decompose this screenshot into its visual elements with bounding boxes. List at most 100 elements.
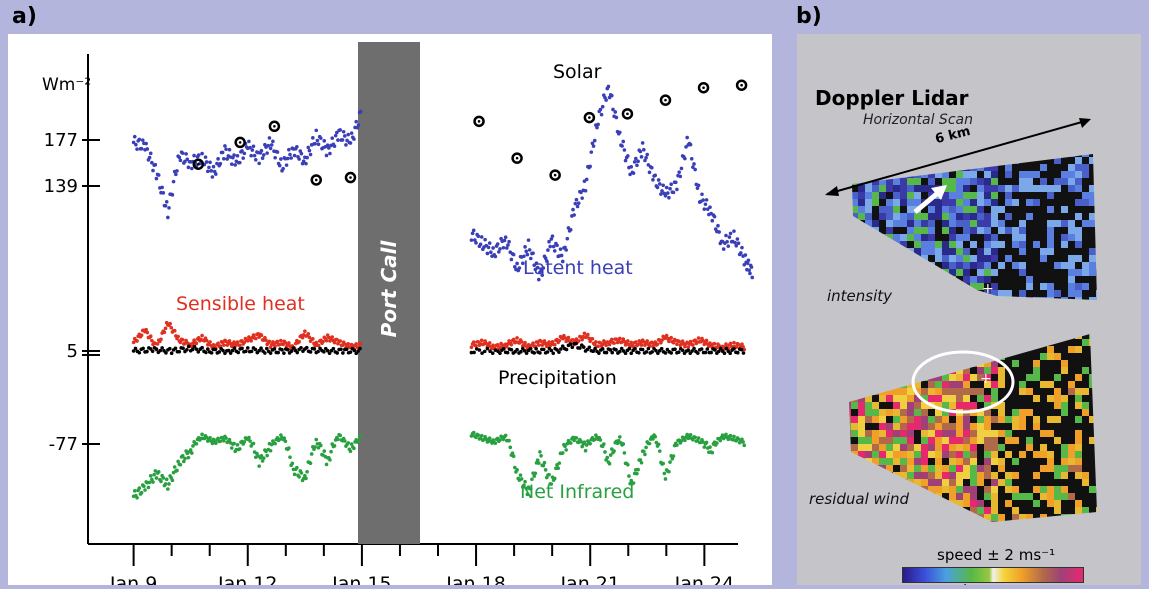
lidar-cell (872, 262, 879, 269)
lidar-cell (907, 276, 914, 283)
lidar-cell (865, 129, 872, 136)
data-point (174, 347, 178, 351)
lidar-cell (1061, 101, 1068, 108)
lidar-cell (970, 535, 977, 542)
lidar-cell (928, 262, 935, 269)
lidar-cell (984, 150, 991, 157)
lidar-cell (1019, 332, 1026, 339)
data-point (601, 347, 605, 351)
lidar-cell (1089, 220, 1096, 227)
lidar-cell (1012, 535, 1019, 542)
lidar-cell (865, 164, 872, 171)
lidar-cell (914, 339, 921, 346)
data-point (589, 150, 593, 154)
lidar-cell (1019, 248, 1026, 255)
lidar-cell (1082, 528, 1089, 535)
lidar-cell (1075, 136, 1082, 143)
solar-point-center (626, 113, 629, 116)
lidar-cell (991, 213, 998, 220)
lidar-cell (872, 367, 879, 374)
lidar-cell (963, 269, 970, 276)
lidar-cell (900, 178, 907, 185)
data-point (620, 144, 624, 148)
lidar-cell (1075, 276, 1082, 283)
lidar-cell (844, 255, 851, 262)
data-point (190, 167, 194, 171)
lidar-cell (1103, 535, 1110, 542)
lidar-cell (1068, 129, 1075, 136)
data-point (494, 255, 498, 259)
lidar-cell (1054, 164, 1061, 171)
data-point (610, 338, 614, 342)
lidar-cell (1096, 297, 1103, 304)
lidar-cell (1033, 290, 1040, 297)
data-point (317, 142, 321, 146)
lidar-cell (956, 535, 963, 542)
data-point (621, 442, 625, 446)
series-label: Sensible heat (176, 293, 305, 315)
lidar-cell (1033, 213, 1040, 220)
lidar-cell (921, 241, 928, 248)
data-point (583, 440, 587, 444)
lidar-cell (844, 171, 851, 178)
lidar-cell (921, 234, 928, 241)
data-point (232, 442, 236, 446)
lidar-cell (886, 136, 893, 143)
lidar-cell (886, 164, 893, 171)
lidar-cell (844, 360, 851, 367)
lidar-cell (1019, 157, 1026, 164)
lidar-cell (1089, 276, 1096, 283)
lidar-cell (921, 248, 928, 255)
lidar-cell (1040, 213, 1047, 220)
lidar-cell (921, 220, 928, 227)
lidar-cell (970, 157, 977, 164)
lidar-cell (1019, 255, 1026, 262)
data-point (146, 331, 150, 335)
lidar-cell (1054, 101, 1061, 108)
lidar-cell (914, 311, 921, 318)
lidar-cell (872, 136, 879, 143)
lidar-cell (928, 234, 935, 241)
lidar-cell (963, 528, 970, 535)
lidar-cell (991, 346, 998, 353)
data-point (732, 341, 736, 345)
lidar-cell (886, 241, 893, 248)
lidar-cell (1089, 94, 1096, 101)
data-point (478, 348, 482, 352)
lidar-cell (1012, 164, 1019, 171)
lidar-cell (991, 304, 998, 311)
lidar-cell (949, 150, 956, 157)
data-point (338, 434, 342, 438)
lidar-cell (886, 220, 893, 227)
lidar-cell (977, 227, 984, 234)
lidar-cell (942, 339, 949, 346)
lidar-cell (872, 507, 879, 514)
data-point (664, 477, 668, 481)
lidar-cell (1019, 129, 1026, 136)
lidar-cell (1103, 101, 1110, 108)
lidar-cell (900, 129, 907, 136)
lidar-cell (935, 332, 942, 339)
lidar-cell (893, 381, 900, 388)
lidar-cell (914, 157, 921, 164)
lidar-cell (837, 416, 844, 423)
data-point (470, 345, 474, 349)
lidar-cell (921, 143, 928, 150)
lidar-cell (998, 521, 1005, 528)
lidar-cell (991, 101, 998, 108)
lidar-cell (1068, 304, 1075, 311)
data-point (741, 440, 745, 444)
lidar-cell (865, 528, 872, 535)
y-tick-label: 139 (44, 176, 78, 197)
lidar-cell (956, 290, 963, 297)
lidar-cell (1019, 122, 1026, 129)
lidar-cell (921, 136, 928, 143)
lidar-cell (1061, 311, 1068, 318)
lidar-cell (844, 206, 851, 213)
data-point (673, 347, 677, 351)
lidar-cell (1075, 206, 1082, 213)
lidar-cell (1012, 129, 1019, 136)
data-point (155, 476, 159, 480)
data-point (282, 351, 286, 355)
data-point (515, 348, 519, 352)
